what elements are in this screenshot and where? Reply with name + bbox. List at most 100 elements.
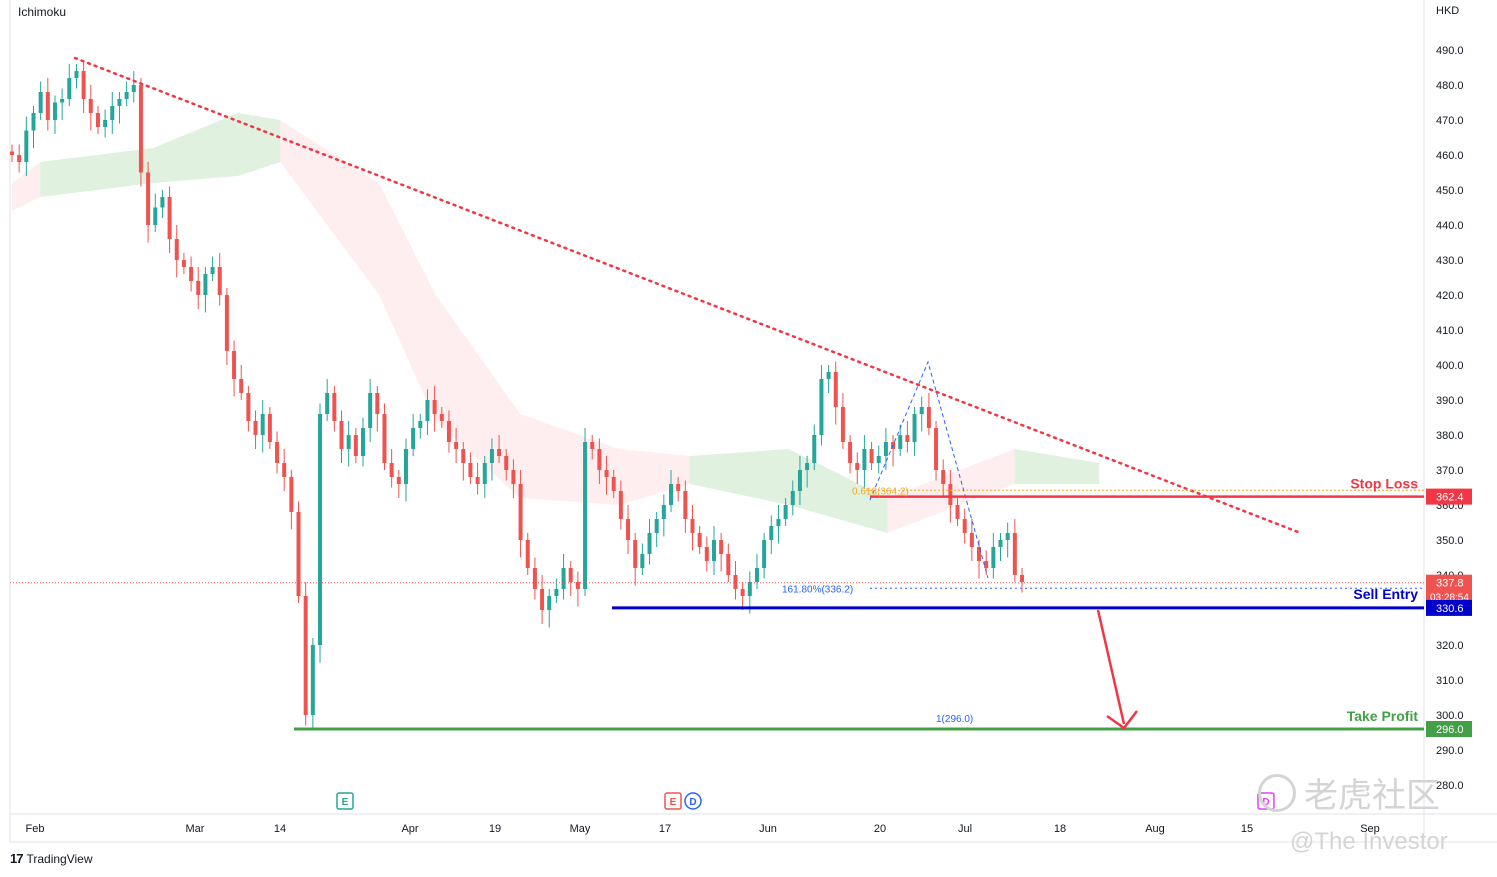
candle-body: [812, 435, 817, 463]
sell-entry-label: Sell Entry: [1353, 586, 1418, 602]
candle-body: [747, 582, 752, 596]
candle-body: [969, 533, 974, 547]
time-tick-label: 14: [274, 823, 286, 835]
candle-body: [375, 393, 380, 414]
candle-body: [1012, 533, 1017, 575]
candle-body: [103, 120, 108, 127]
candle-body: [826, 372, 831, 379]
candle-body: [797, 470, 802, 491]
candle-body: [869, 449, 874, 463]
candle-body: [697, 533, 702, 547]
candle-body: [805, 463, 810, 470]
candle-body: [181, 260, 186, 267]
candle-body: [88, 99, 93, 113]
price-tick-label: 440.0: [1436, 220, 1464, 232]
time-axis[interactable]: Feb Mar 14 Apr 19 May 17 Jun 20 Jul 18 Aug 15 Sep: [26, 823, 1380, 835]
price-tick-label: 490.0: [1436, 45, 1464, 57]
candle-body: [74, 71, 79, 78]
candle-body: [704, 547, 709, 561]
candle-body: [95, 113, 100, 127]
candle-body: [626, 519, 631, 540]
price-axis[interactable]: 490.0 480.0 470.0 460.0 450.0 440.0 430.0 420.0…: [1426, 45, 1472, 792]
candle-body: [196, 281, 201, 295]
price-tick-label: 470.0: [1436, 115, 1464, 127]
candle-body: [267, 414, 272, 442]
candle-body: [719, 540, 724, 554]
resistance-trendline: [73, 56, 1300, 534]
cloud-segment: [153, 113, 238, 183]
price-tick-label: 460.0: [1436, 150, 1464, 162]
currency-label: HKD: [1436, 5, 1460, 17]
cloud-segment: [1014, 449, 1100, 484]
stop-loss-badge: 362.4: [1436, 492, 1464, 504]
candle-body: [81, 71, 86, 99]
current-price-badge-countdown: 03:28:54: [1430, 593, 1469, 604]
sell-entry-badge-bg: [1426, 599, 1472, 616]
candle-body: [117, 99, 122, 106]
price-tick-label: 320.0: [1436, 640, 1464, 652]
candle-body: [819, 379, 824, 435]
price-tick-label: 350.0: [1436, 535, 1464, 547]
stop-loss-badge-bg: [1426, 488, 1472, 505]
candle-body: [525, 540, 530, 568]
candle-body: [941, 470, 946, 484]
sell-entry-badge: 330.6: [1436, 603, 1464, 615]
candle-body: [604, 470, 609, 477]
price-tick-label: 280.0: [1436, 780, 1464, 792]
candle-body: [432, 400, 437, 414]
candle-body: [110, 106, 115, 120]
candle-body: [977, 547, 982, 561]
price-tick-label: 370.0: [1436, 465, 1464, 477]
event-marker-letter: D: [689, 797, 696, 808]
candle-body: [511, 470, 516, 484]
earnings-event-icon: [664, 792, 682, 810]
candle-body: [855, 463, 860, 470]
candle-body: [482, 463, 487, 484]
candle-body: [876, 456, 881, 463]
dividend-event-icon: [684, 792, 702, 810]
candle-body: [554, 589, 559, 596]
candle-body: [676, 484, 681, 491]
candle-body: [862, 449, 867, 470]
candle-body: [561, 568, 566, 589]
candle-body: [303, 596, 308, 715]
candle-body: [418, 421, 423, 428]
candle-body: [618, 491, 623, 519]
candle-body: [669, 484, 674, 505]
candle-body: [224, 295, 229, 351]
candle-body: [310, 645, 315, 715]
candle-body: [926, 407, 931, 428]
candle-body: [52, 102, 57, 120]
cloud-segment: [619, 449, 690, 505]
tradingview-brand[interactable]: 17 TradingView: [10, 851, 93, 866]
candle-body: [31, 113, 36, 131]
candle-body: [131, 85, 136, 92]
candle-body: [726, 554, 731, 575]
cloud-segment: [40, 148, 154, 197]
brand-name: TradingView: [26, 851, 93, 866]
price-tick-label: 400.0: [1436, 360, 1464, 372]
candle-body: [962, 519, 967, 533]
candle-body: [368, 393, 373, 428]
candle-body: [762, 540, 767, 568]
candle-body: [769, 526, 774, 540]
candle-body: [984, 561, 989, 568]
time-tick-label: 20: [874, 823, 886, 835]
drawings: Stop Loss Sell Entry Take Profit 0.618(364.…: [10, 56, 1424, 731]
watermark-cn-text: 老虎社区: [1304, 776, 1440, 816]
candle-body: [17, 155, 22, 162]
candle-body: [346, 435, 351, 449]
candle-body: [318, 414, 323, 645]
stop-loss-label: Stop Loss: [1350, 476, 1418, 492]
event-marker-letter: E: [670, 797, 677, 808]
candle-body: [547, 596, 552, 610]
candle-body: [848, 442, 853, 463]
candle-body: [711, 540, 716, 561]
candle-body: [67, 78, 72, 99]
candle-body: [740, 589, 745, 596]
indicator-label[interactable]: Ichimoku: [18, 5, 67, 19]
candle-body: [934, 428, 939, 470]
time-tick-label: 15: [1241, 823, 1253, 835]
candle-body: [898, 435, 903, 449]
